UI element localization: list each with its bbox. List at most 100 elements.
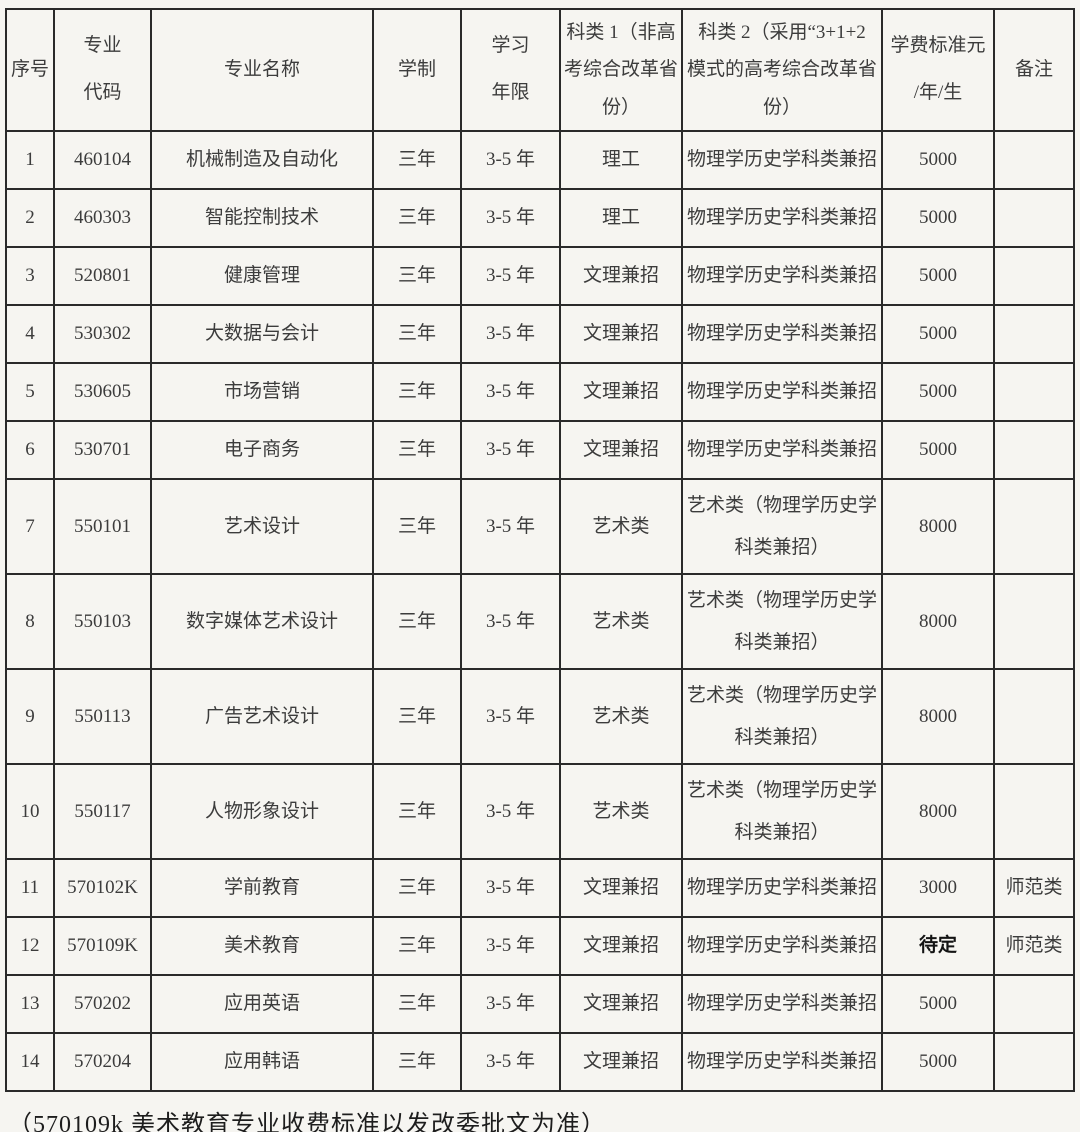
cell-fee: 8000 <box>881 573 995 670</box>
cell-duration: 三年 <box>372 1032 462 1092</box>
cell-duration: 三年 <box>372 916 462 976</box>
cell-name: 美术教育 <box>150 916 374 976</box>
col-header-category2: 科类 2（采用“3+1+2 模式的高考综合改革省 份） <box>681 8 883 132</box>
cell-index: 3 <box>5 246 55 306</box>
table-row: 11 570102K 学前教育 三年 3-5 年文理兼招 物理学历史学科类兼招 3000 师范… <box>5 858 1075 918</box>
cell-name: 艺术设计 <box>150 478 374 575</box>
cell-category1: 理工 <box>559 130 683 190</box>
cell-years: 3-5 年 <box>460 916 561 976</box>
cell-name: 人物形象设计 <box>150 763 374 860</box>
cell-code: 460303 <box>53 188 152 248</box>
cell-index: 10 <box>5 763 55 860</box>
cell-category2: 物理学历史学科类兼招 <box>681 188 883 248</box>
col-header-index: 序号 <box>5 8 55 132</box>
cell-remark <box>993 304 1075 364</box>
cell-name: 市场营销 <box>150 362 374 422</box>
footer-note: （570109k 美术教育专业收费标准以发改委批文为准） <box>8 1112 606 1132</box>
cell-remark: 师范类 <box>993 916 1075 976</box>
col-header-duration: 学制 <box>372 8 462 132</box>
cell-code: 570202 <box>53 974 152 1034</box>
cell-fee: 3000 <box>881 858 995 918</box>
cell-category1: 艺术类 <box>559 478 683 575</box>
cell-name: 机械制造及自动化 <box>150 130 374 190</box>
cell-duration: 三年 <box>372 573 462 670</box>
cell-remark <box>993 130 1075 190</box>
cell-category2: 物理学历史学科类兼招 <box>681 304 883 364</box>
cell-code: 550103 <box>53 573 152 670</box>
table-row: 3 520801 健康管理 三年 3-5 年文理兼招 物理学历史学科类兼招 5000 <box>5 246 1075 306</box>
cell-name: 电子商务 <box>150 420 374 480</box>
cell-code: 530701 <box>53 420 152 480</box>
table-body: 1 460104 机械制造及自动化 三年 3-5 年理工 物理学历史学科类兼招 5000 2 4… <box>5 130 1075 1092</box>
cell-fee: 5000 <box>881 130 995 190</box>
cell-code: 530302 <box>53 304 152 364</box>
cell-category2: 物理学历史学科类兼招 <box>681 858 883 918</box>
table-row: 4 530302 大数据与会计 三年 3-5 年文理兼招 物理学历史学科类兼招 5000 <box>5 304 1075 364</box>
col-header-code: 专业 代码 <box>53 8 152 132</box>
cell-fee: 8000 <box>881 668 995 765</box>
table-row: 8 550103 数字媒体艺术设计 三年 3-5 年艺术类 艺术类（物理学历史学 科类兼招… <box>5 573 1075 670</box>
cell-name: 数字媒体艺术设计 <box>150 573 374 670</box>
cell-fee: 5000 <box>881 1032 995 1092</box>
cell-remark <box>993 188 1075 248</box>
cell-category1: 文理兼招 <box>559 420 683 480</box>
cell-category2: 艺术类（物理学历史学 科类兼招） <box>681 478 883 575</box>
cell-index: 5 <box>5 362 55 422</box>
table-row: 1 460104 机械制造及自动化 三年 3-5 年理工 物理学历史学科类兼招 5000 <box>5 130 1075 190</box>
cell-category2: 物理学历史学科类兼招 <box>681 362 883 422</box>
table-row: 13 570202 应用英语 三年 3-5 年文理兼招 物理学历史学科类兼招 5000 <box>5 974 1075 1034</box>
cell-category2: 物理学历史学科类兼招 <box>681 420 883 480</box>
cell-category2: 物理学历史学科类兼招 <box>681 916 883 976</box>
cell-years: 3-5 年 <box>460 246 561 306</box>
cell-years: 3-5 年 <box>460 130 561 190</box>
cell-years: 3-5 年 <box>460 858 561 918</box>
cell-remark <box>993 420 1075 480</box>
cell-duration: 三年 <box>372 362 462 422</box>
cell-name: 健康管理 <box>150 246 374 306</box>
cell-category1: 文理兼招 <box>559 974 683 1034</box>
cell-name: 智能控制技术 <box>150 188 374 248</box>
cell-index: 8 <box>5 573 55 670</box>
cell-index: 6 <box>5 420 55 480</box>
cell-code: 570204 <box>53 1032 152 1092</box>
cell-category2: 艺术类（物理学历史学 科类兼招） <box>681 763 883 860</box>
cell-category1: 文理兼招 <box>559 858 683 918</box>
cell-category2: 物理学历史学科类兼招 <box>681 130 883 190</box>
cell-category1: 文理兼招 <box>559 304 683 364</box>
cell-remark <box>993 573 1075 670</box>
col-header-remark: 备注 <box>993 8 1075 132</box>
cell-index: 12 <box>5 916 55 976</box>
cell-duration: 三年 <box>372 974 462 1034</box>
cell-name: 大数据与会计 <box>150 304 374 364</box>
table-row: 7 550101 艺术设计 三年 3-5 年艺术类 艺术类（物理学历史学 科类兼招） 800… <box>5 478 1075 575</box>
cell-code: 550113 <box>53 668 152 765</box>
cell-duration: 三年 <box>372 130 462 190</box>
cell-code: 570109K <box>53 916 152 976</box>
cell-category1: 文理兼招 <box>559 246 683 306</box>
cell-name: 广告艺术设计 <box>150 668 374 765</box>
cell-fee: 5000 <box>881 304 995 364</box>
cell-fee: 8000 <box>881 478 995 575</box>
cell-name: 学前教育 <box>150 858 374 918</box>
table-row: 12 570109K 美术教育 三年 3-5 年文理兼招 物理学历史学科类兼招 待定 师范类 <box>5 916 1075 976</box>
cell-index: 9 <box>5 668 55 765</box>
table-row: 6 530701 电子商务 三年 3-5 年文理兼招 物理学历史学科类兼招 5000 <box>5 420 1075 480</box>
cell-code: 570102K <box>53 858 152 918</box>
cell-category1: 艺术类 <box>559 668 683 765</box>
col-header-years: 学习 年限 <box>460 8 561 132</box>
cell-fee: 5000 <box>881 420 995 480</box>
cell-category1: 艺术类 <box>559 573 683 670</box>
cell-years: 3-5 年 <box>460 1032 561 1092</box>
cell-index: 14 <box>5 1032 55 1092</box>
cell-index: 1 <box>5 130 55 190</box>
cell-fee: 5000 <box>881 246 995 306</box>
cell-remark <box>993 478 1075 575</box>
cell-duration: 三年 <box>372 304 462 364</box>
cell-name: 应用韩语 <box>150 1032 374 1092</box>
cell-years: 3-5 年 <box>460 362 561 422</box>
cell-fee: 8000 <box>881 763 995 860</box>
col-header-category1: 科类 1（非高 考综合改革省 份） <box>559 8 683 132</box>
cell-category1: 文理兼招 <box>559 362 683 422</box>
cell-category2: 物理学历史学科类兼招 <box>681 974 883 1034</box>
